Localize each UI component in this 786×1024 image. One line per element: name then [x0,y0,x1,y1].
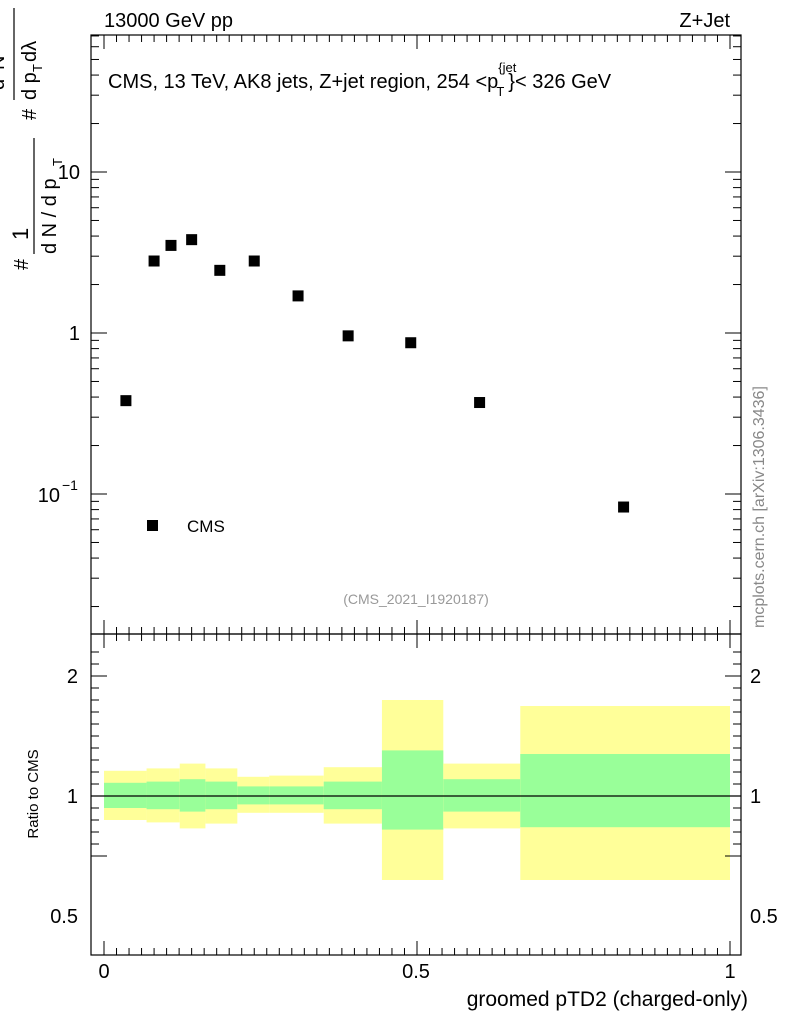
analysis-id-label: (CMS_2021_I1920187) [343,591,489,607]
plot-title-subscript: T [496,84,504,99]
ylabel-denominator-2: d p [19,72,41,100]
main-y-axis-label: # 1 d N / d p T # d 2 N d p T dλ [0,8,65,270]
plot-title: CMS, 13 TeV, AK8 jets, Z+jet region, 254… [108,60,612,99]
ytick-label-0p1-exponent: −1 [62,477,78,493]
ylabel-sub-1: T [50,158,65,166]
ylabel-sub-2: T [30,64,45,72]
plot-title-superscript: {jet [498,60,516,75]
data-point-8 [405,337,417,349]
ratio-y-axis-label: Ratio to CMS [25,749,42,838]
x-axis-label: groomed pTD2 (charged-only) [467,988,748,1011]
data-points [120,234,630,513]
ratio-ytick-left-2: 2 [67,666,78,688]
ratio-ytick-right-1: 1 [750,786,761,808]
legend-marker-cms [147,520,158,531]
data-point-6 [292,290,304,302]
ylabel-numerator-1: 1 [8,228,33,240]
ylabel-dlambda: dλ [19,41,41,62]
data-point-5 [248,255,260,267]
ylabel-hash-2: # [19,108,41,120]
ratio-ytick-left-1: 1 [67,786,78,808]
ytick-label-1: 1 [69,323,80,345]
ylabel-hash-1: # [11,258,33,270]
data-point-4 [214,264,226,276]
ratio-inner-band-7 [381,750,444,830]
axis-ticks [91,35,741,955]
plot-title-end: }< 326 GeV [508,71,612,93]
ratio-inner-band-1 [146,781,180,810]
data-point-2 [165,239,177,251]
xtick-label-0: 0 [98,961,109,983]
xtick-label-0p5: 0.5 [402,961,430,983]
data-point-9 [474,397,486,409]
ratio-inner-band-9 [520,754,730,828]
data-point-10 [618,501,630,513]
ytick-label-10: 10 [58,162,80,184]
main-plot-frame [90,34,742,635]
header-process-label: Z+Jet [679,10,730,32]
ratio-inner-band-3 [205,781,238,810]
ratio-inner-band-6 [323,781,382,810]
ylabel-denominator-1: d N / d p [39,178,61,254]
ylabel-N: N [0,56,9,70]
ratio-uncertainty-bands [104,700,730,880]
ratio-ytick-right-2: 2 [750,666,761,688]
data-point-1 [148,255,160,267]
ylabel-d: d [0,79,9,90]
data-point-0 [120,395,132,407]
header-energy-label: 13000 GeV pp [104,10,233,32]
xtick-label-1: 1 [724,961,735,983]
ratio-plot-frame [90,633,742,956]
plot-title-main: CMS, 13 TeV, AK8 jets, Z+jet region, 254… [108,71,498,93]
mcplots-watermark: mcplots.cern.ch [arXiv:1306.3436] [751,386,768,628]
data-point-3 [186,234,198,246]
ratio-ytick-left-0p5: 0.5 [50,906,78,928]
legend-label-cms: CMS [187,517,225,536]
data-point-7 [342,330,354,342]
ratio-ytick-right-0p5: 0.5 [750,906,778,928]
ytick-label-0p1-base: 10 [38,485,60,507]
